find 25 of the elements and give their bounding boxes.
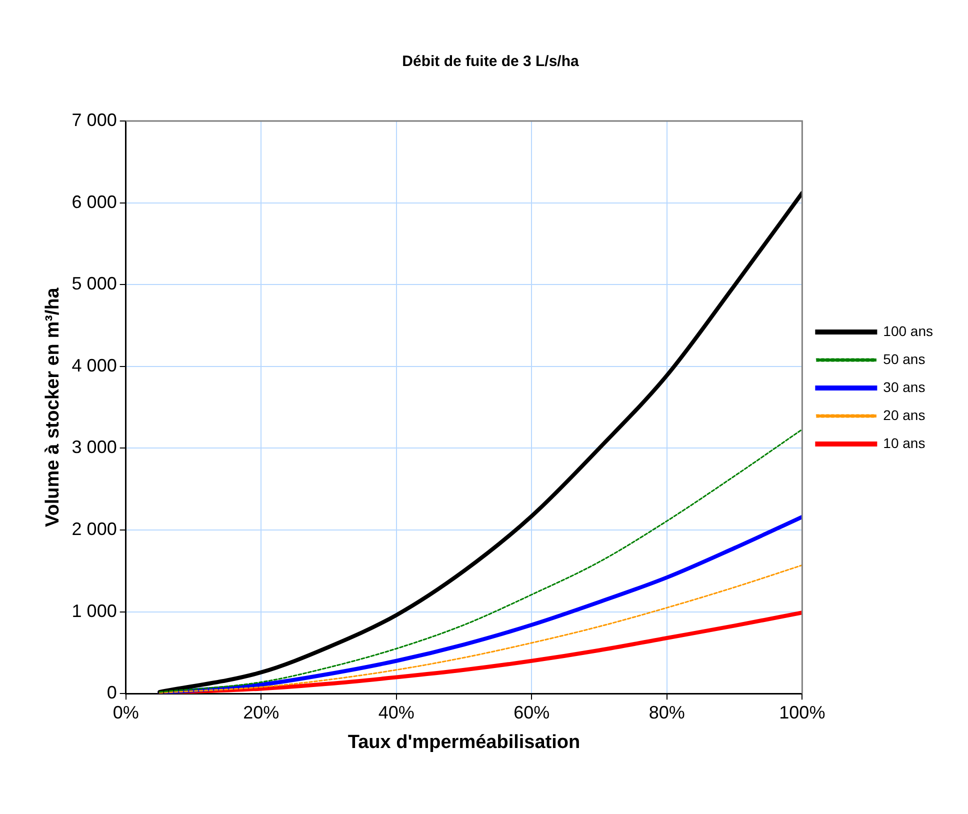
line-series xyxy=(158,428,802,693)
legend-label: 100 ans xyxy=(883,322,934,339)
x-tick-label: 0% xyxy=(112,702,139,722)
y-tick-label: 2 000 xyxy=(72,518,117,539)
legend-label: 30 ans xyxy=(883,378,926,395)
chart-title: Débit de fuite de 3 L/s/ha xyxy=(402,53,580,70)
y-tick-label: 7 000 xyxy=(72,110,117,130)
x-tick-label: 40% xyxy=(378,702,414,722)
y-tick-label: 0 xyxy=(106,682,117,703)
y-tick-label: 5 000 xyxy=(72,274,117,294)
line-series xyxy=(158,514,802,694)
x-tick-label: 100% xyxy=(779,702,826,722)
x-axis-title: Taux d'mperméabilisation xyxy=(348,732,580,753)
y-tick-label: 3 000 xyxy=(72,437,117,458)
y-tick-label: 6 000 xyxy=(72,192,117,212)
legend-label: 50 ans xyxy=(883,350,926,367)
x-tick-label: 80% xyxy=(648,702,685,722)
legend-label: 20 ans xyxy=(883,406,926,423)
x-tick-label: 20% xyxy=(243,702,280,722)
line-series xyxy=(158,564,802,694)
y-axis-title: Volume à stocker en m³/ha xyxy=(42,287,64,527)
y-tick-label: 1 000 xyxy=(72,600,117,621)
legend-label: 10 ans xyxy=(883,434,926,451)
y-tick-label: 4 000 xyxy=(72,355,117,376)
x-tick-label: 60% xyxy=(514,702,550,722)
